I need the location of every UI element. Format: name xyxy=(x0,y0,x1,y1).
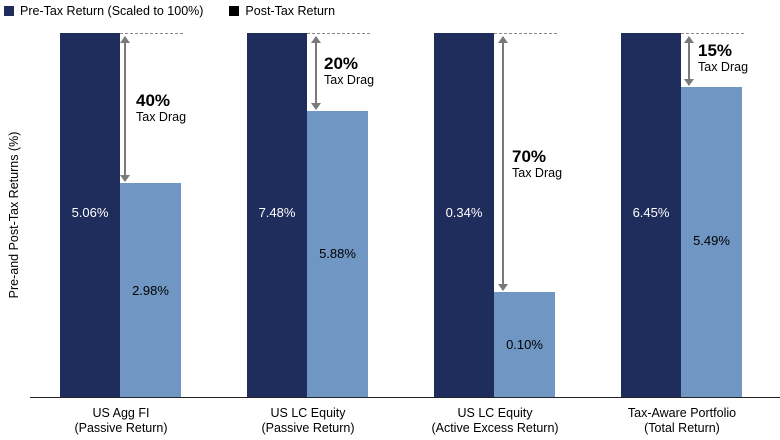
bar-pre-tax-tax-aware-portfolio: 6.45% xyxy=(621,33,681,397)
category-label-tax-aware-portfolio: Tax-Aware Portfolio (Total Return) xyxy=(627,406,737,435)
tax-drag-arrow xyxy=(311,36,321,110)
legend-swatch-post-tax xyxy=(229,6,240,16)
bar-value-label: 5.49% xyxy=(693,233,730,248)
legend-swatch-pre-tax xyxy=(4,6,14,16)
tax-drag-annotation: 15% Tax Drag xyxy=(698,41,749,74)
bar-value-label: 0.10% xyxy=(506,337,543,352)
bar-post-tax-tax-aware-portfolio: 5.49% xyxy=(681,87,742,397)
bar-pre-tax-us-agg-fi: 5.06% xyxy=(60,33,120,397)
tax-drag-arrow xyxy=(120,36,130,182)
reference-dash-line xyxy=(681,33,744,34)
bar-pre-tax-us-lc-equity-active: 0.34% xyxy=(434,33,494,397)
legend-item-pre-tax: Pre-Tax Return (Scaled to 100%) xyxy=(4,4,203,18)
bar-value-label: 6.45% xyxy=(632,205,670,220)
bar-post-tax-us-agg-fi: 2.98% xyxy=(120,183,181,397)
tax-drag-arrow xyxy=(684,36,694,86)
reference-dash-line xyxy=(120,33,183,34)
tax-drag-arrow xyxy=(498,36,508,291)
tax-drag-annotation: 40% Tax Drag xyxy=(136,91,187,124)
legend-label-post-tax: Post-Tax Return xyxy=(245,4,336,18)
y-axis-label: Pre-and Post-Tax Returns (%) xyxy=(7,131,21,299)
tax-drag-annotation: 20% Tax Drag xyxy=(324,54,375,87)
bar-value-label: 0.34% xyxy=(445,205,483,220)
bar-post-tax-us-lc-equity-active: 0.10% xyxy=(494,292,555,397)
bar-value-label: 5.06% xyxy=(71,205,109,220)
bar-value-label: 7.48% xyxy=(258,205,296,220)
bar-value-label: 5.88% xyxy=(319,246,356,261)
bar-post-tax-us-lc-equity-passive: 5.88% xyxy=(307,111,368,397)
bar-value-label: 2.98% xyxy=(132,283,169,298)
bar-pre-tax-us-lc-equity-passive: 7.48% xyxy=(247,33,307,397)
category-label-us-lc-equity-active: US LC Equity (Active Excess Return) xyxy=(431,406,559,435)
x-axis-baseline xyxy=(30,397,780,398)
reference-dash-line xyxy=(494,33,557,34)
legend-item-post-tax: Post-Tax Return xyxy=(229,4,335,18)
chart-legend: Pre-Tax Return (Scaled to 100%) Post-Tax… xyxy=(4,4,361,18)
category-label-us-lc-equity-passive: US LC Equity (Passive Return) xyxy=(261,406,355,435)
reference-dash-line xyxy=(307,33,370,34)
legend-label-pre-tax: Pre-Tax Return (Scaled to 100%) xyxy=(20,4,204,18)
tax-drag-annotation: 70% Tax Drag xyxy=(512,147,563,180)
category-label-us-agg-fi: US Agg FI (Passive Return) xyxy=(74,406,168,435)
